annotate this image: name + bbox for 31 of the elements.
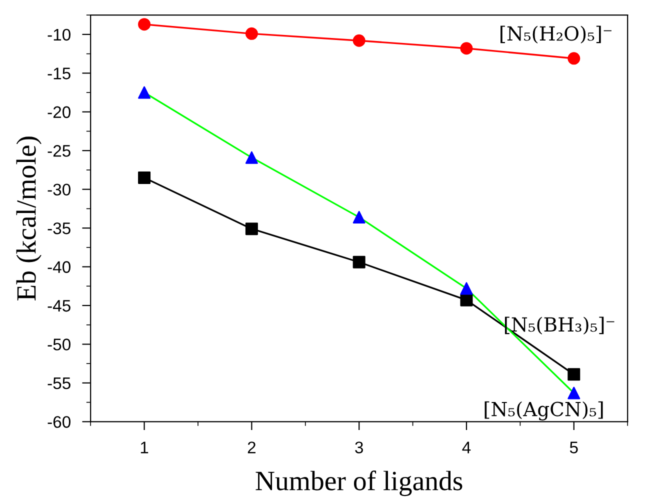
series-label: [N₅(H₂O)₅]⁻ — [500, 26, 612, 44]
y-tick-label: -50 — [48, 338, 70, 350]
series-label: [N₅(BH₃)₅]⁻ — [504, 316, 614, 335]
x-tick-label: 4 — [462, 442, 471, 454]
x-tick-label: 1 — [140, 442, 148, 454]
point — [138, 171, 151, 184]
point — [245, 222, 258, 236]
y-tick-label: -20 — [48, 106, 70, 118]
x-tick-label: 5 — [570, 442, 578, 454]
point — [460, 282, 473, 295]
y-tick-label: -35 — [48, 222, 70, 234]
y-axis-title: Eb (kcal/mole) — [16, 136, 42, 300]
x-tick-label: 2 — [248, 442, 256, 454]
point — [352, 256, 366, 268]
point — [352, 210, 366, 224]
x-tick-label: 3 — [355, 442, 363, 454]
x-axis-title: Number of ligands — [256, 470, 462, 496]
y-tick-label: -25 — [48, 145, 70, 157]
point — [245, 151, 258, 164]
y-tick-label: -40 — [48, 261, 70, 273]
point — [568, 368, 580, 381]
point — [138, 86, 151, 99]
point — [568, 386, 580, 400]
y-tick-label: -55 — [48, 378, 70, 390]
y-tick-label: -45 — [48, 300, 70, 312]
y-tick-label: -30 — [48, 184, 70, 196]
y-tick-label: -60 — [48, 416, 70, 428]
y-tick-label: -10 — [48, 28, 70, 41]
y-tick-label: -15 — [48, 68, 70, 80]
point — [460, 294, 473, 306]
series-label: [N₅(AgCN)₅] — [484, 401, 603, 420]
